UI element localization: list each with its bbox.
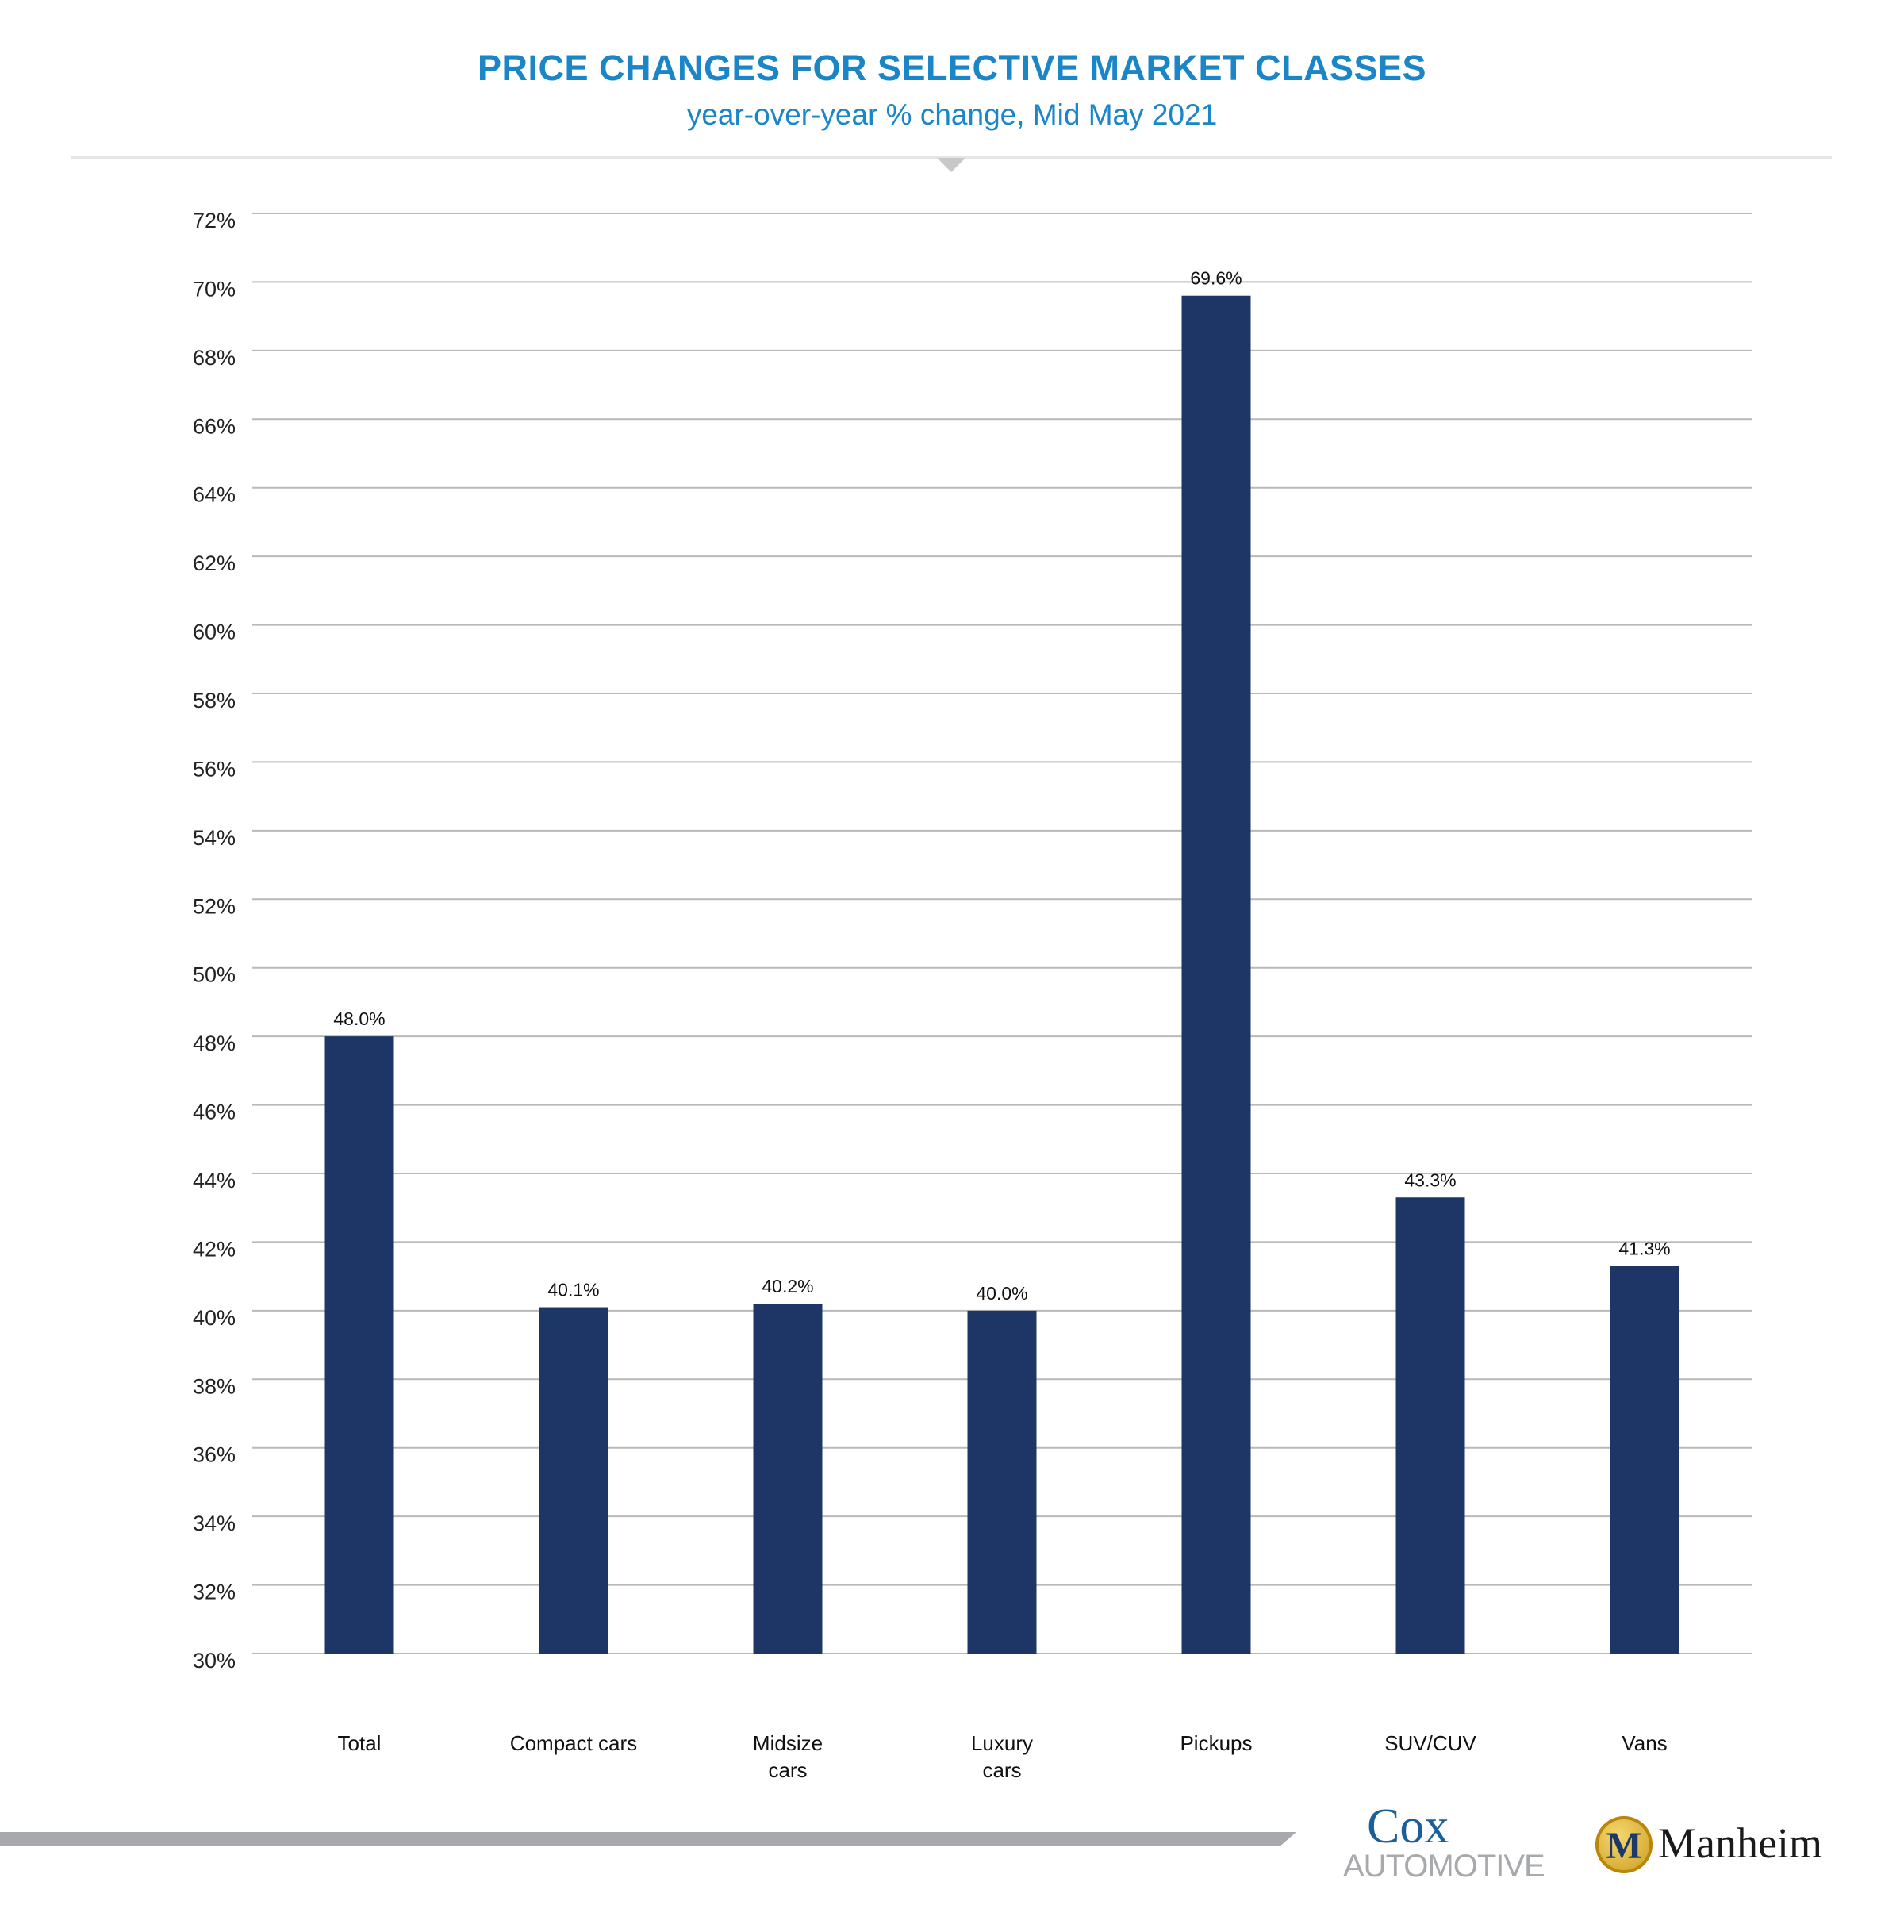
x-tick-label: Compact cars xyxy=(510,1731,637,1755)
cox-logo-text: Cox xyxy=(1367,1799,1449,1853)
data-label: 69.6% xyxy=(1190,268,1242,289)
x-tick-label: cars xyxy=(982,1758,1021,1782)
chart-subtitle: year-over-year % change, Mid May 2021 xyxy=(686,98,1218,131)
y-tick-label: 66% xyxy=(193,414,236,438)
footer-bar xyxy=(0,1832,1296,1846)
y-tick-label: 40% xyxy=(193,1306,236,1330)
manheim-mark: M xyxy=(1606,1825,1642,1867)
y-tick-label: 42% xyxy=(193,1237,236,1261)
data-label: 40.2% xyxy=(762,1276,813,1296)
chart-title: PRICE CHANGES FOR SELECTIVE MARKET CLASS… xyxy=(477,48,1427,88)
x-tick-label: cars xyxy=(768,1758,807,1782)
y-tick-label: 72% xyxy=(193,209,236,232)
y-tick-label: 44% xyxy=(193,1169,236,1193)
y-tick-label: 46% xyxy=(193,1100,236,1124)
manheim-logo: Manheim xyxy=(1658,1819,1822,1867)
x-tick-label: Luxury xyxy=(971,1731,1033,1755)
data-label: 40.1% xyxy=(547,1280,599,1300)
y-tick-label: 30% xyxy=(193,1649,236,1673)
bar xyxy=(1395,1197,1465,1654)
y-tick-label: 52% xyxy=(193,894,236,918)
chevron-down-icon xyxy=(937,158,965,172)
y-tick-label: 38% xyxy=(193,1374,236,1398)
automotive-logo-text: AUTOMOTIVE xyxy=(1343,1849,1545,1884)
x-tick-label: SUV/CUV xyxy=(1384,1731,1476,1755)
bar xyxy=(967,1310,1037,1654)
y-tick-label: 54% xyxy=(193,826,236,850)
y-tick-label: 50% xyxy=(193,963,236,987)
x-tick-label: Midsize xyxy=(753,1731,823,1755)
bar xyxy=(1610,1266,1679,1654)
x-tick-label: Total xyxy=(338,1731,382,1755)
header-divider xyxy=(71,156,1832,159)
data-label: 43.3% xyxy=(1404,1170,1456,1190)
y-tick-label: 48% xyxy=(193,1031,236,1055)
manheim-coin-icon: M xyxy=(1595,1816,1653,1873)
x-tick-label: Pickups xyxy=(1180,1731,1252,1755)
y-tick-label: 70% xyxy=(193,277,236,301)
y-tick-label: 36% xyxy=(193,1443,236,1467)
y-tick-label: 34% xyxy=(193,1511,236,1535)
data-label: 40.0% xyxy=(976,1283,1027,1304)
y-tick-label: 68% xyxy=(193,346,236,370)
y-tick-label: 60% xyxy=(193,620,236,644)
bar xyxy=(753,1304,823,1654)
y-tick-label: 64% xyxy=(193,483,236,507)
y-tick-label: 58% xyxy=(193,689,236,712)
y-tick-label: 32% xyxy=(193,1581,236,1604)
bar xyxy=(1181,295,1251,1654)
y-tick-label: 62% xyxy=(193,551,236,575)
data-label: 41.3% xyxy=(1618,1239,1670,1259)
bar xyxy=(539,1307,608,1654)
x-tick-label: Vans xyxy=(1622,1731,1667,1755)
bar xyxy=(324,1036,394,1654)
cox-automotive-logo: Cox AUTOMOTIVE xyxy=(1343,1799,1565,1884)
data-label: 48.0% xyxy=(333,1008,385,1029)
y-tick-label: 56% xyxy=(193,757,236,781)
